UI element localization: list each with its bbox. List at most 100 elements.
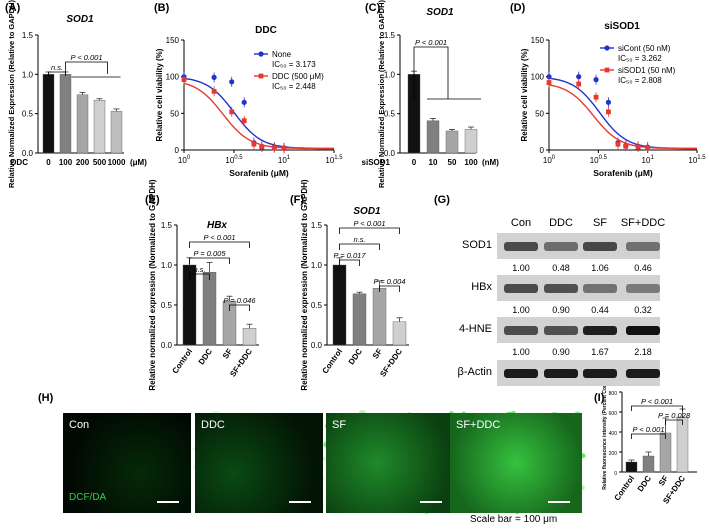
x-tick-label: 100: [543, 155, 556, 165]
x-tick-label: 100.5: [225, 155, 243, 165]
chart-title: SOD1: [426, 7, 454, 18]
legend-marker: [604, 45, 610, 51]
blot-row-label: HBx: [471, 281, 492, 293]
y-tick-label: 0.5: [22, 110, 34, 119]
panel-label-e: (E): [145, 194, 160, 206]
band-density-value: 2.18: [634, 347, 652, 357]
y-axis-label: Relative cell viability (%): [520, 48, 529, 141]
significance-bracket: [413, 46, 449, 99]
blot-band: [583, 326, 617, 335]
micro-panel-sf: SF: [326, 413, 454, 513]
bar: [202, 272, 217, 346]
y-tick-label: 0.0: [22, 149, 34, 158]
scale-bar-caption: Scale bar = 100 μm: [470, 514, 558, 525]
blot-band: [626, 284, 660, 293]
x-tick-label: DDC: [636, 474, 653, 494]
significance-bracket: [339, 259, 360, 266]
y-tick-label: 600: [609, 411, 618, 417]
blot-band: [626, 369, 660, 378]
band-density-value: 1.00: [512, 347, 530, 357]
y-tick-label: 200: [609, 451, 618, 457]
y-tick-label: 0: [175, 146, 180, 155]
micro-label-sfddc: SF+DDC: [456, 419, 501, 431]
x-tick-label: SF: [371, 347, 384, 361]
y-tick-label: 1.5: [22, 31, 34, 40]
x-axis-label: Sorafenib (μM): [229, 168, 289, 178]
significance-bracket: [189, 241, 250, 248]
y-tick-label: 150: [531, 36, 545, 45]
data-point: [229, 109, 235, 115]
y-axis-label: Relative cell viability (%): [155, 48, 164, 141]
blot-band: [504, 284, 538, 293]
blot-band: [583, 242, 617, 251]
significance-label: n.s.: [193, 265, 205, 274]
significance-bracket: [339, 243, 380, 250]
data-point: [241, 118, 247, 124]
significance-bracket: [189, 273, 210, 280]
lane-label: SF+DDC: [621, 217, 665, 229]
x-tick-label: 101.5: [688, 155, 706, 165]
data-point: [211, 88, 217, 94]
blot-band: [504, 326, 538, 335]
significance-bracket: [229, 304, 250, 311]
data-point: [606, 109, 611, 115]
x-tick-label: 100: [178, 155, 191, 165]
data-point: [593, 94, 599, 100]
significance-label: P < 0.001: [70, 53, 102, 62]
x-tick-label: 100: [464, 158, 478, 167]
y-tick-label: 150: [166, 36, 180, 45]
bar: [93, 100, 106, 154]
blot-band: [626, 242, 660, 251]
panel-label-b: (B): [154, 2, 170, 14]
y-tick-label: 0.5: [384, 110, 396, 119]
blot-band: [583, 284, 617, 293]
x-tick-label: SF: [657, 474, 670, 488]
y-tick-label: 100: [531, 73, 545, 82]
x-axis-label: DDC: [11, 158, 29, 167]
x-tick-label: SF: [221, 347, 234, 361]
significance-bracket: [631, 433, 666, 439]
data-point: [576, 74, 582, 80]
x-tick-label: 101.5: [325, 155, 343, 165]
fit-curve: [548, 77, 697, 150]
y-tick-label: 0.0: [384, 149, 396, 158]
bar: [464, 129, 478, 154]
y-axis-label: Relative fluorescence intensity (Percent…: [602, 374, 608, 490]
data-point: [605, 99, 612, 105]
band-density-value: 1.00: [512, 305, 530, 315]
legend-series-name: DDC (500 μM): [272, 72, 324, 81]
band-density-value: 0.46: [634, 263, 652, 273]
significance-bracket: [65, 61, 108, 74]
panel-label-d: (D): [510, 2, 526, 14]
significance-label: n.s.: [51, 63, 63, 72]
significance-label: P = 0.046: [223, 296, 256, 305]
micro-panel-con: Con DCF/DA: [63, 413, 191, 513]
band-density-value: 0.90: [552, 347, 570, 357]
x-tick-label: 1000: [108, 158, 126, 167]
band-density-value: 1.06: [591, 263, 609, 273]
y-tick-label: 0.0: [311, 341, 323, 350]
micro-label-sf: SF: [332, 419, 347, 431]
lane-label: DDC: [549, 217, 573, 229]
y-tick-label: 400: [609, 431, 618, 437]
micro-label-con: Con: [69, 419, 90, 431]
band-density-value: 1.00: [512, 263, 530, 273]
blot-band: [544, 242, 578, 251]
panel-label-i: (I): [594, 392, 605, 404]
bar: [676, 416, 689, 473]
legend-ic50: IC₅₀ = 2.808: [618, 76, 662, 85]
y-tick-label: 800: [609, 391, 618, 397]
bar: [445, 130, 459, 154]
lane-label: SF: [593, 217, 607, 229]
y-tick-label: 50: [170, 109, 179, 118]
y-tick-label: 1.5: [311, 221, 323, 230]
y-tick-label: 0.5: [161, 301, 173, 310]
legend-series-name: siCont (50 nM): [618, 44, 671, 53]
significance-label: P = 0.017: [333, 251, 366, 260]
panel-label-h: (H): [38, 392, 54, 404]
significance-bracket: [631, 405, 683, 411]
legend-marker: [258, 73, 264, 79]
band-density-value: 0.32: [634, 305, 652, 315]
chart-title: SOD1: [66, 14, 94, 25]
micro-panel-ddc: DDC: [195, 413, 323, 513]
